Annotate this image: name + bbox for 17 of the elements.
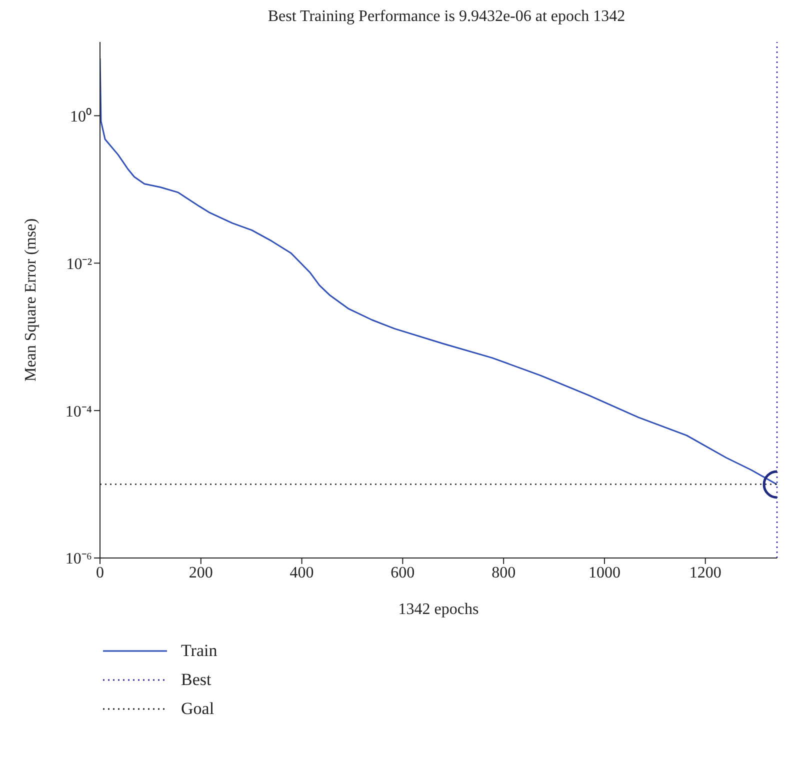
x-tick-label: 1200 [689,564,722,582]
x-tick-label: 0 [96,564,104,582]
legend-label: Goal [181,698,214,718]
legend-label: Best [181,670,212,690]
x-tick-label: 1000 [588,564,620,582]
y-tick-label: 10⁻⁴ [65,403,92,420]
y-tick-label: 10⁻² [66,256,92,273]
y-tick-label: 10⁻⁶ [65,550,92,568]
x-tick-label: 400 [290,564,314,582]
x-axis-title: 1342 epochs [398,601,479,618]
chart-title: Best Training Performance is 9.9432e-06 at epoch 1342 [266,8,626,26]
legend-label: Train [181,640,218,660]
x-tick-label: 200 [188,564,213,582]
y-tick-label: 10⁰ [70,107,92,126]
y-axis-title: Mean Square Error (mse) [22,218,40,382]
x-tick-label: 600 [390,564,415,582]
x-tick-label: 800 [492,564,516,582]
